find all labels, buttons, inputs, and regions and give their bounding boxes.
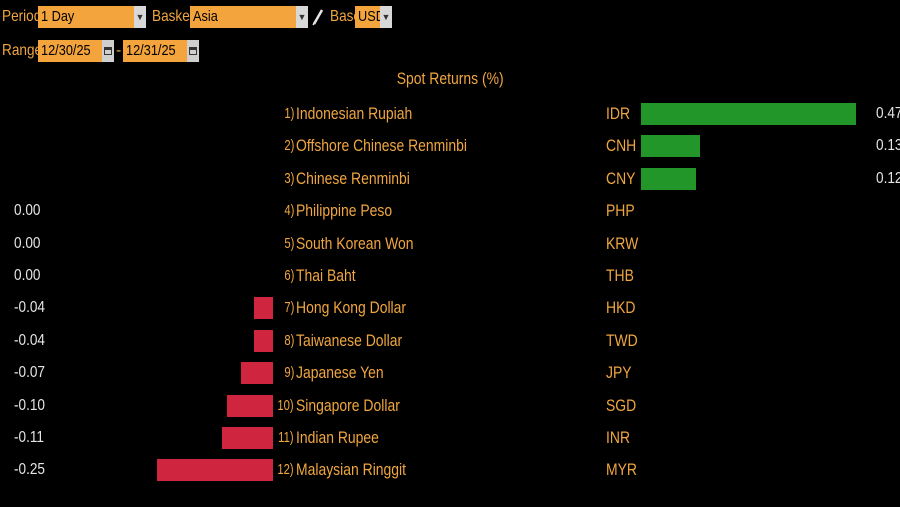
table-row[interactable]: 4) Philippine Peso PHP 0.00 <box>0 195 900 227</box>
currency-code: SGD <box>606 395 637 415</box>
value-label: 0.13 <box>876 137 900 155</box>
calendar-icon[interactable] <box>102 40 114 62</box>
currency-name: South Korean Won <box>296 233 414 253</box>
positive-bar <box>641 167 696 190</box>
currency-name: Chinese Renminbi <box>296 168 410 188</box>
currency-code: CNH <box>606 136 637 156</box>
table-row[interactable]: 9) Japanese Yen JPY -0.07 <box>0 357 900 389</box>
rank-label: 11) <box>278 429 294 446</box>
currency-name: Philippine Peso <box>296 201 393 221</box>
rank-label: 3) <box>283 169 294 187</box>
value-label: 0.00 <box>14 202 41 220</box>
currency-name: Malaysian Ringgit <box>296 460 407 480</box>
positive-bar <box>641 103 856 125</box>
currency-name: Hong Kong Dollar <box>296 298 407 318</box>
chevron-down-icon[interactable]: ▼ <box>134 6 146 28</box>
value-label: 0.12 <box>876 169 900 187</box>
currency-name: Singapore Dollar <box>296 395 400 415</box>
range-start-value: 12/30/25 <box>41 42 91 59</box>
rank-label: 12) <box>277 461 294 479</box>
negative-bar <box>240 362 273 385</box>
calendar-icon[interactable] <box>187 40 199 62</box>
base-label: Base <box>330 8 361 25</box>
rank-label: 2) <box>283 137 294 155</box>
negative-bar <box>254 329 273 352</box>
period-value: 1 Day <box>41 8 75 25</box>
range-end-value: 12/31/25 <box>126 42 176 59</box>
positive-bar <box>641 135 701 158</box>
table-row[interactable]: 3) Chinese Renminbi CNY 0.12 <box>0 163 900 195</box>
currency-code: THB <box>606 266 634 285</box>
currency-name: Indonesian Rupiah <box>296 104 413 123</box>
table-row[interactable]: 1) Indonesian Rupiah IDR 0.47 <box>0 98 900 130</box>
value-label: 0.00 <box>14 234 41 252</box>
value-label: 0.00 <box>14 267 41 284</box>
value-label: -0.10 <box>14 396 45 414</box>
value-label: -0.25 <box>14 461 45 479</box>
basket-dropdown[interactable]: Asia <box>190 6 308 28</box>
negative-bar <box>254 297 273 320</box>
table-row[interactable]: 10) Singapore Dollar SGD -0.10 <box>0 390 900 422</box>
rank-label: 8) <box>283 331 294 349</box>
table-row[interactable]: 5) South Korean Won KRW 0.00 <box>0 228 900 260</box>
base-value: USD <box>358 8 385 25</box>
negative-bar <box>221 427 273 449</box>
negative-bar <box>157 459 273 482</box>
currency-code: MYR <box>606 460 637 480</box>
rank-label: 4) <box>283 202 294 220</box>
rank-label: 6) <box>283 267 294 284</box>
chart-title-text: Spot Returns (%) <box>396 69 504 88</box>
basket-value: Asia <box>193 8 218 25</box>
negative-bar <box>226 394 273 417</box>
value-label: 0.47 <box>876 105 900 122</box>
range-label: Range <box>2 42 43 59</box>
table-row[interactable]: 2) Offshore Chinese Renminbi CNH 0.13 <box>0 130 900 162</box>
chart-title: Spot Returns (%) <box>0 68 900 90</box>
currency-code: KRW <box>606 233 639 253</box>
rank-label: 1) <box>283 105 294 122</box>
currency-code: PHP <box>606 201 635 221</box>
currency-code: INR <box>606 428 631 447</box>
value-label: -0.11 <box>14 429 44 446</box>
value-label: -0.07 <box>14 364 45 382</box>
rank-label: 5) <box>283 234 294 252</box>
table-row[interactable]: 12) Malaysian Ringgit MYR -0.25 <box>0 454 900 486</box>
period-dropdown[interactable]: 1 Day <box>38 6 146 28</box>
currency-name: Taiwanese Dollar <box>296 330 403 350</box>
currency-code: HKD <box>606 298 636 318</box>
table-row[interactable]: 11) Indian Rupee INR -0.11 <box>0 422 900 454</box>
chevron-down-icon[interactable]: ▼ <box>380 6 392 28</box>
range-start-field[interactable]: 12/30/25 <box>38 40 102 62</box>
currency-code: CNY <box>606 168 636 188</box>
value-label: -0.04 <box>14 299 45 317</box>
value-label: -0.04 <box>14 331 45 349</box>
currency-code: TWD <box>606 330 638 350</box>
currency-name: Offshore Chinese Renminbi <box>296 136 467 156</box>
currency-code: IDR <box>606 104 631 123</box>
currency-code: JPY <box>606 363 632 383</box>
basket-label: Basket <box>152 8 194 25</box>
range-separator: - <box>116 42 122 59</box>
period-label: Period <box>2 8 42 25</box>
table-row[interactable]: 6) Thai Baht THB 0.00 <box>0 260 900 292</box>
range-end-field[interactable]: 12/31/25 <box>123 40 187 62</box>
pencil-icon[interactable] <box>312 8 324 26</box>
currency-name: Japanese Yen <box>296 363 384 383</box>
table-row[interactable]: 7) Hong Kong Dollar HKD -0.04 <box>0 292 900 324</box>
rank-label: 7) <box>283 299 294 317</box>
currency-name: Thai Baht <box>296 266 356 285</box>
chevron-down-icon[interactable]: ▼ <box>296 6 308 28</box>
currency-name: Indian Rupee <box>296 428 379 447</box>
rank-label: 9) <box>283 364 294 382</box>
table-row[interactable]: 8) Taiwanese Dollar TWD -0.04 <box>0 325 900 357</box>
rank-label: 10) <box>277 396 294 414</box>
